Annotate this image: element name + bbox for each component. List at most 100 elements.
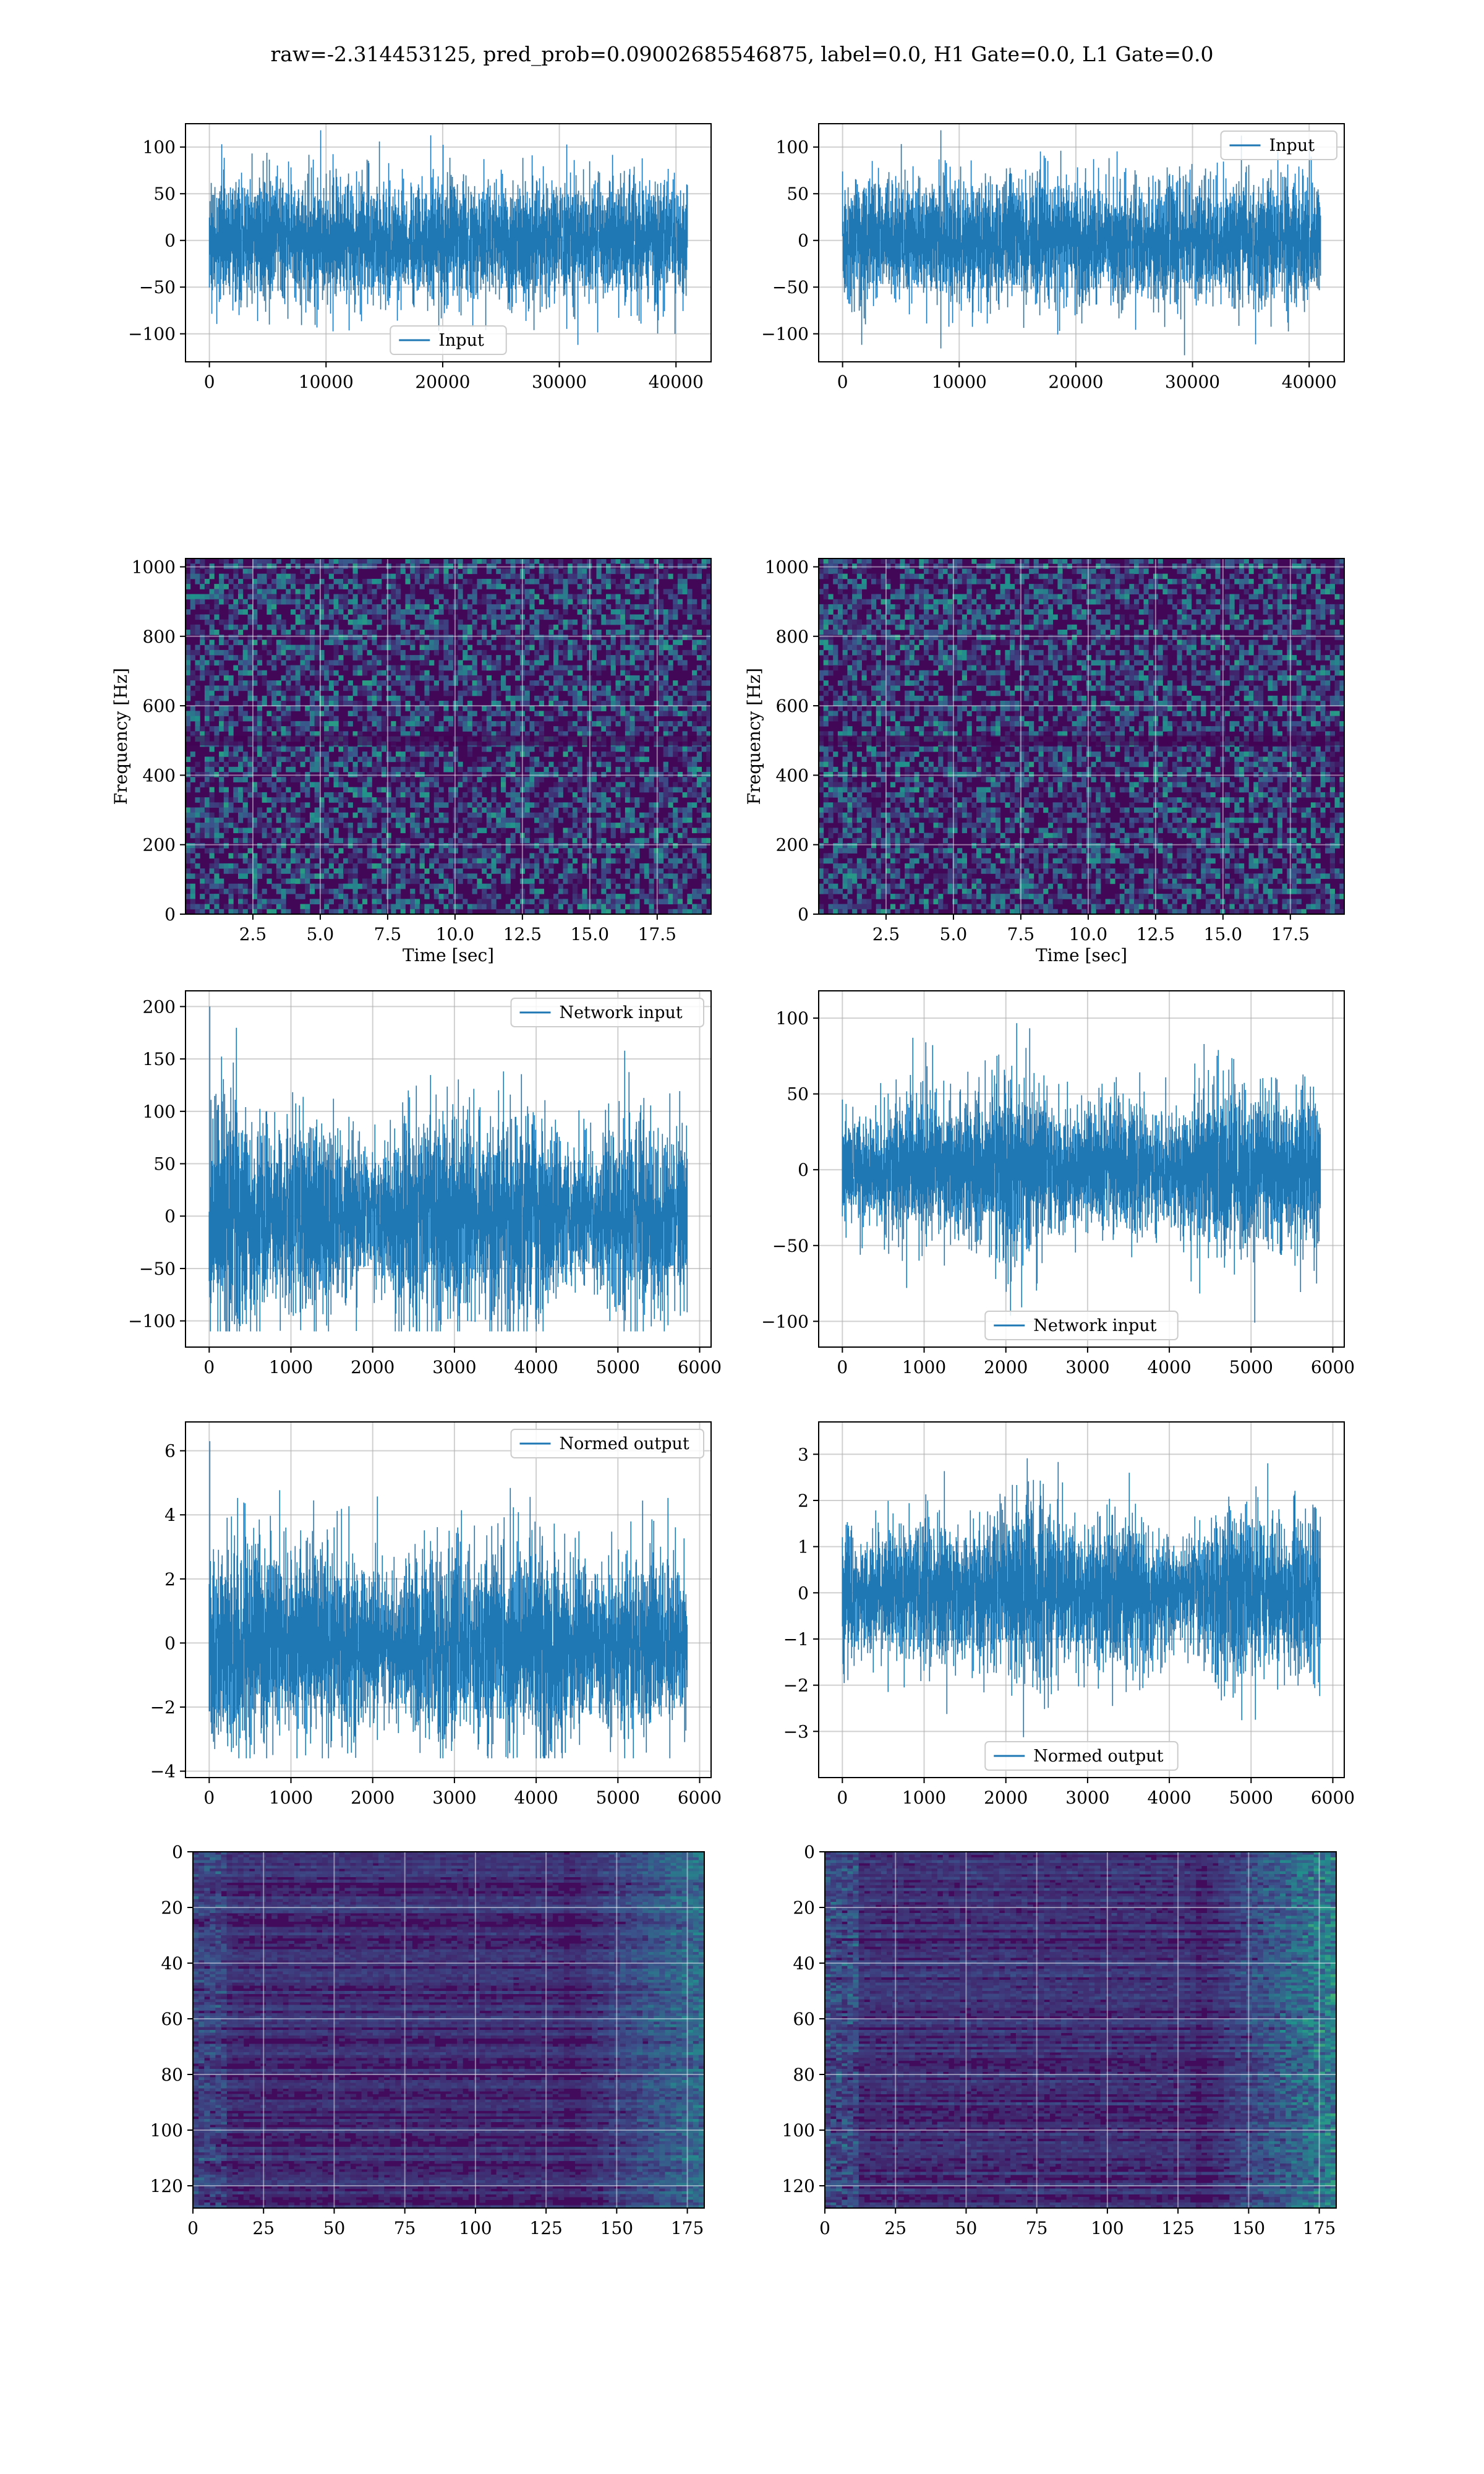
heatmap-cell (281, 696, 286, 701)
heatmap-cell (611, 691, 616, 696)
heatmap-cell (315, 782, 320, 787)
heatmap-cell (620, 640, 625, 645)
heatmap-cell (310, 640, 315, 645)
heatmap-cell (396, 640, 401, 645)
heatmap-cell (281, 568, 286, 574)
heatmap-cell (291, 792, 296, 798)
heatmap-cell (630, 823, 635, 828)
heatmap-cell (634, 706, 639, 711)
heatmap-cell (186, 609, 190, 615)
heatmap-cell (606, 899, 611, 904)
heatmap-cell (563, 747, 568, 752)
heatmap-cell (396, 650, 401, 656)
heatmap-cell (243, 853, 248, 858)
heatmap-cell (224, 675, 229, 681)
heatmap-cell (291, 675, 296, 681)
heatmap-cell (678, 787, 683, 793)
heatmap-cell (683, 747, 688, 752)
heatmap-cell (353, 604, 358, 610)
heatmap-cell (506, 655, 511, 661)
heatmap-cell (362, 726, 367, 732)
heatmap-cell (463, 666, 467, 671)
heatmap-cell (492, 899, 497, 904)
heatmap-cell (329, 666, 334, 671)
heatmap-cell (406, 675, 411, 681)
heatmap-cell (415, 574, 420, 580)
heatmap-cell (214, 660, 219, 666)
heatmap-cell (687, 772, 692, 777)
heatmap-cell (458, 589, 463, 594)
heatmap-cell (186, 584, 190, 589)
heatmap-cell (377, 797, 382, 803)
heatmap-cell (829, 792, 834, 798)
heatmap-cell (301, 808, 305, 813)
heatmap-cell (492, 823, 497, 828)
heatmap-cell (257, 579, 262, 584)
heatmap-cell (702, 609, 707, 615)
heatmap-cell (563, 873, 568, 879)
heatmap-cell (492, 838, 497, 844)
heatmap-cell (558, 620, 563, 625)
heatmap-cell (819, 843, 824, 849)
heatmap-cell (838, 584, 843, 589)
heatmap-cell (396, 884, 401, 889)
heatmap-cell (534, 559, 539, 564)
heatmap-cell (195, 904, 200, 910)
heatmap-cell (553, 716, 558, 722)
heatmap-cell (348, 751, 353, 757)
heatmap-cell (362, 894, 367, 899)
heatmap-cell (238, 889, 243, 894)
heatmap-cell (443, 756, 448, 762)
heatmap-cell (838, 802, 843, 808)
heatmap-cell (195, 614, 200, 620)
heatmap-cell (382, 904, 386, 910)
heatmap-cell (649, 635, 654, 640)
heatmap-cell (406, 818, 411, 823)
heatmap-cell (482, 853, 487, 858)
heatmap-cell (492, 863, 497, 869)
heatmap-cell (233, 848, 238, 854)
heatmap-cell (649, 868, 654, 874)
heatmap-cell (529, 747, 534, 752)
heatmap-cell (276, 792, 281, 798)
heatmap-cell (310, 584, 315, 589)
heatmap-cell (492, 711, 497, 716)
heatmap-cell (482, 706, 487, 711)
heatmap-cell (511, 726, 516, 732)
heatmap-cell (310, 863, 315, 869)
heatmap-cell (434, 884, 439, 889)
heatmap-cell (229, 721, 234, 727)
heatmap-cell (563, 833, 568, 839)
heatmap-cell (563, 609, 568, 615)
heatmap-cell (511, 645, 516, 651)
heatmap-cell (353, 625, 358, 630)
heatmap-cell (673, 813, 678, 818)
heatmap-cell (214, 858, 219, 864)
heatmap-cell (367, 756, 372, 762)
heatmap-cell (534, 772, 539, 777)
heatmap-cell (620, 630, 625, 635)
heatmap-cell (353, 574, 358, 580)
heatmap-cell (420, 655, 425, 661)
heatmap-cell (391, 848, 396, 854)
heatmap-cell (190, 691, 195, 696)
heatmap-cell (186, 772, 190, 777)
heatmap-cell (391, 813, 396, 818)
heatmap-cell (334, 808, 339, 813)
heatmap-cell (281, 838, 286, 844)
heatmap-cell (267, 559, 271, 564)
heatmap-cell (511, 838, 516, 844)
y-tick-label: 0 (798, 231, 809, 251)
heatmap-cell (291, 579, 296, 584)
heatmap-cell (702, 828, 707, 833)
heatmap-cell (334, 762, 339, 768)
heatmap-cell (692, 680, 697, 686)
heatmap-cell (219, 666, 224, 671)
heatmap-cell (219, 711, 224, 716)
heatmap-cell (525, 802, 530, 808)
heatmap-cell (529, 802, 534, 808)
heatmap-cell (833, 568, 838, 574)
heatmap-cell (420, 635, 425, 640)
heatmap-cell (634, 838, 639, 844)
heatmap-cell (663, 625, 668, 630)
